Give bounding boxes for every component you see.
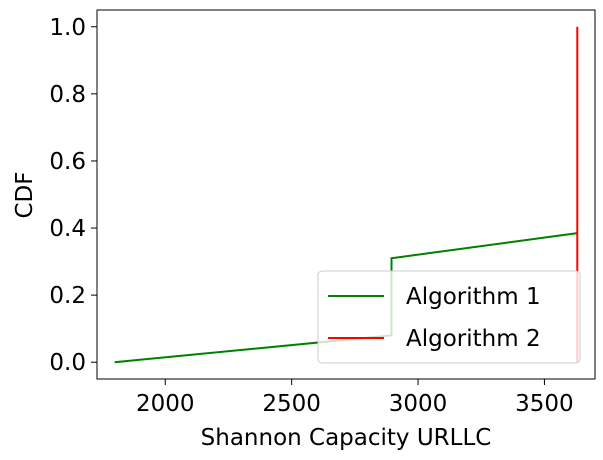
y-tick-label: 0.4 [49, 216, 86, 242]
y-tick-label: 0.0 [49, 350, 86, 376]
x-tick-label: 3500 [515, 391, 574, 417]
y-axis-label: CDF [12, 172, 38, 219]
x-tick-label: 3000 [389, 391, 448, 417]
x-axis-label: Shannon Capacity URLLC [201, 425, 492, 451]
legend-label-2: Algorithm 2 [406, 326, 541, 352]
y-tick-label: 0.2 [49, 283, 86, 309]
y-tick-label: 0.8 [49, 82, 86, 108]
x-tick-label: 2000 [136, 391, 195, 417]
y-tick-label: 1.0 [49, 15, 86, 41]
plot-frame [96, 9, 596, 380]
y-tick-label: 0.6 [49, 149, 86, 175]
legend-label-1: Algorithm 1 [406, 284, 541, 310]
x-tick-label: 2500 [262, 391, 321, 417]
legend-box [317, 270, 581, 364]
y-axis-ticks: 0.0 0.2 0.4 0.6 0.8 1.0 [49, 15, 97, 376]
x-axis-ticks: 2000 2500 3000 3500 [136, 379, 574, 417]
legend: Algorithm 1 Algorithm 2 [317, 270, 581, 364]
